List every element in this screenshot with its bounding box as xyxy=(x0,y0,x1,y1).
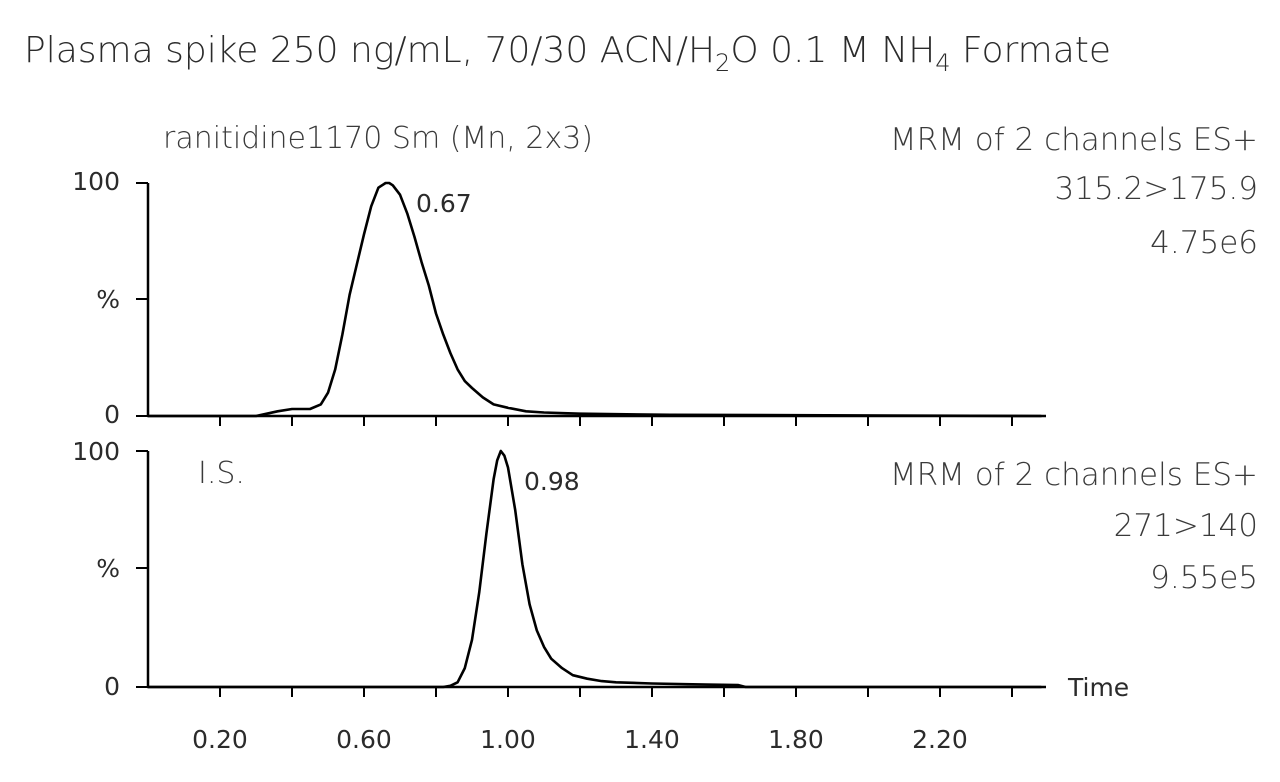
top-panel-sample-label: ranitidine1170 Sm (Mn, 2x3) xyxy=(163,121,593,156)
bottom-panel-mrm-label: MRM of 2 channels ES+ xyxy=(890,457,1258,493)
title-subscript-2: 2 xyxy=(715,49,730,77)
bottom-chromatogram-trace xyxy=(146,449,1043,689)
x-axis-tick-labels: 0.20 0.60 1.00 1.40 1.80 2.20 xyxy=(192,725,968,754)
title-part-1: Plasma spike 250 ng/mL, 70/30 ACN/H xyxy=(24,30,715,71)
x-tick-label: 1.00 xyxy=(480,725,536,754)
top-chromatogram-trace xyxy=(146,181,1043,418)
bottom-panel-intensity-label: 9.55e5 xyxy=(1150,560,1258,596)
top-panel: ranitidine1170 Sm (Mn, 2x3) MRM of 2 cha… xyxy=(72,121,1258,429)
top-y-tick-0: 0 xyxy=(104,400,120,429)
bottom-y-tick-0: 0 xyxy=(104,672,120,701)
x-tick-label: 1.80 xyxy=(768,725,824,754)
x-axis-title: Time xyxy=(1067,673,1129,702)
x-tick-label: 0.60 xyxy=(336,725,392,754)
x-axis-ticks xyxy=(219,416,1013,697)
figure-title: Plasma spike 250 ng/mL, 70/30 ACN/H2O 0.… xyxy=(24,30,1111,77)
bottom-panel-transition-label: 271>140 xyxy=(1114,508,1258,544)
bottom-panel: I.S. MRM of 2 channels ES+ 271>140 9.55e… xyxy=(72,437,1258,701)
title-part-3: Formate xyxy=(951,30,1111,71)
top-panel-transition-label: 315.2>175.9 xyxy=(1055,171,1258,207)
bottom-y-tick-percent: % xyxy=(96,554,120,583)
top-panel-mrm-label: MRM of 2 channels ES+ xyxy=(890,122,1258,158)
x-tick-label: 1.40 xyxy=(624,725,680,754)
title-subscript-4: 4 xyxy=(935,49,950,77)
top-y-tick-100: 100 xyxy=(72,167,120,196)
title-part-2: O 0.1 M NH xyxy=(730,30,935,71)
top-y-tick-percent: % xyxy=(96,285,120,314)
top-peak-label: 0.67 xyxy=(416,189,472,218)
top-panel-intensity-label: 4.75e6 xyxy=(1150,225,1258,261)
bottom-peak-label: 0.98 xyxy=(524,467,580,496)
bottom-y-tick-100: 100 xyxy=(72,437,120,466)
bottom-panel-sample-label: I.S. xyxy=(198,456,245,491)
x-tick-label: 0.20 xyxy=(192,725,248,754)
x-tick-label: 2.20 xyxy=(912,725,968,754)
